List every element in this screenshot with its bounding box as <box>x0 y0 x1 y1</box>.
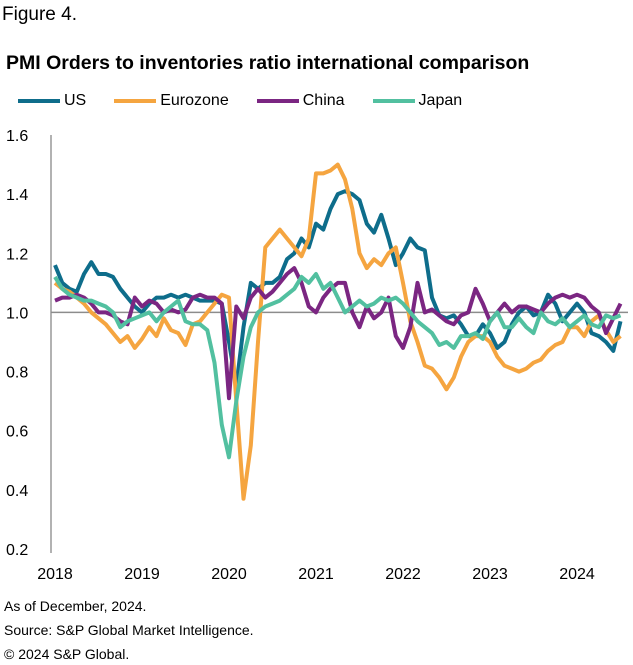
legend-swatch <box>256 99 299 103</box>
legend-item-china: China <box>256 92 345 110</box>
source-note: Source: S&P Global Market Intelligence. <box>4 622 254 638</box>
legend-item-eurozone: Eurozone <box>114 92 229 110</box>
legend-label: US <box>64 92 87 109</box>
copyright-note: © 2024 S&P Global. <box>4 646 130 662</box>
x-tick-label: 2021 <box>298 566 334 583</box>
legend-label: Japan <box>418 92 463 109</box>
figure-label: Figure 4. <box>2 4 77 25</box>
legend-item-japan: Japan <box>372 92 463 110</box>
legend-item-us: US <box>18 92 86 110</box>
legend-swatch <box>372 99 415 103</box>
legend: US Eurozone China Japan <box>18 92 490 110</box>
x-tick-label: 2023 <box>472 566 508 583</box>
x-tick-label: 2018 <box>37 566 73 583</box>
series-line-china <box>54 266 623 401</box>
as-of-note: As of December, 2024. <box>4 598 147 614</box>
chart-title: PMI Orders to inventories ratio internat… <box>6 52 530 74</box>
legend-label: Eurozone <box>160 92 229 109</box>
x-tick-label: 2019 <box>124 566 160 583</box>
y-tick-label: 1.6 <box>6 128 28 145</box>
y-tick-label: 0.6 <box>6 424 28 441</box>
legend-swatch <box>18 99 60 103</box>
y-tick-label: 1.2 <box>6 246 28 263</box>
x-tick-label: 2024 <box>559 566 595 583</box>
x-tick-label: 2022 <box>385 566 421 583</box>
y-tick-label: 0.2 <box>6 542 28 559</box>
x-tick-label: 2020 <box>211 566 247 583</box>
y-tick-label: 1.0 <box>6 305 28 322</box>
y-tick-label: 0.4 <box>6 483 28 500</box>
series-line-japan <box>53 272 622 460</box>
legend-label: China <box>302 92 345 109</box>
y-tick-label: 1.4 <box>6 187 28 204</box>
y-tick-label: 0.8 <box>6 365 28 382</box>
series-line-us <box>53 189 623 389</box>
series-line-eurozone <box>53 162 622 501</box>
legend-swatch <box>114 99 157 103</box>
